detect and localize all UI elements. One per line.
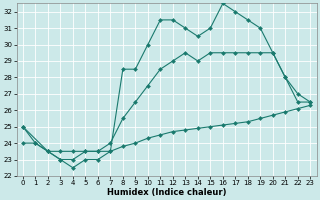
X-axis label: Humidex (Indice chaleur): Humidex (Indice chaleur) <box>107 188 226 197</box>
